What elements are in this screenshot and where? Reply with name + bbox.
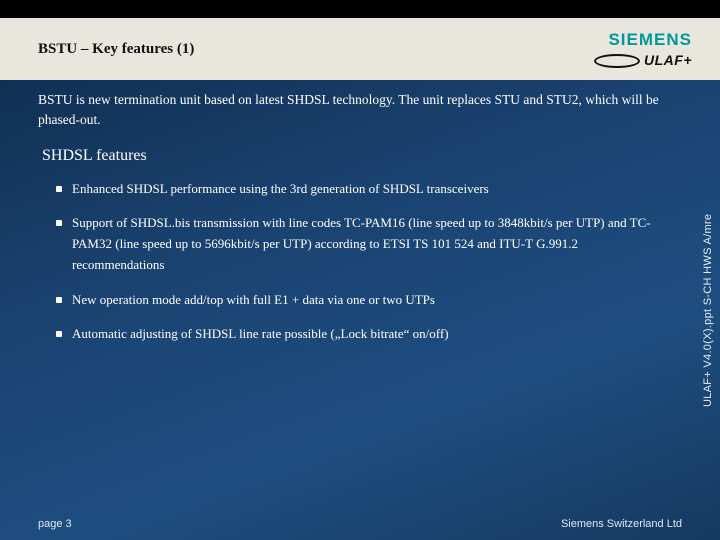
intro-text: BSTU is new termination unit based on la… <box>38 90 670 131</box>
header: BSTU – Key features (1) SIEMENS ULAF+ <box>0 18 720 80</box>
slide-title: BSTU – Key features (1) <box>38 41 194 58</box>
top-bar <box>0 0 720 18</box>
ulaf-logo: ULAF+ <box>594 52 692 68</box>
list-item: New operation mode add/top with full E1 … <box>56 290 670 311</box>
ulaf-oval-icon <box>594 54 640 68</box>
list-item: Automatic adjusting of SHDSL line rate p… <box>56 324 670 345</box>
slide: BSTU – Key features (1) SIEMENS ULAF+ BS… <box>0 0 720 540</box>
siemens-logo: SIEMENS <box>608 30 692 50</box>
list-item: Enhanced SHDSL performance using the 3rd… <box>56 179 670 200</box>
logo-group: SIEMENS ULAF+ <box>594 30 692 68</box>
list-item: Support of SHDSL.bis transmission with l… <box>56 213 670 275</box>
page-number: page 3 <box>38 518 72 530</box>
side-label: ULAF+ V4.0(X).ppt S-CH HWS A/mre <box>702 140 714 480</box>
ulaf-text: ULAF+ <box>644 52 692 68</box>
footer: page 3 Siemens Switzerland Ltd <box>38 518 682 530</box>
slide-body: BSTU is new termination unit based on la… <box>38 90 670 500</box>
feature-list: Enhanced SHDSL performance using the 3rd… <box>56 179 670 346</box>
section-title: SHDSL features <box>42 147 670 165</box>
company-label: Siemens Switzerland Ltd <box>561 518 682 530</box>
